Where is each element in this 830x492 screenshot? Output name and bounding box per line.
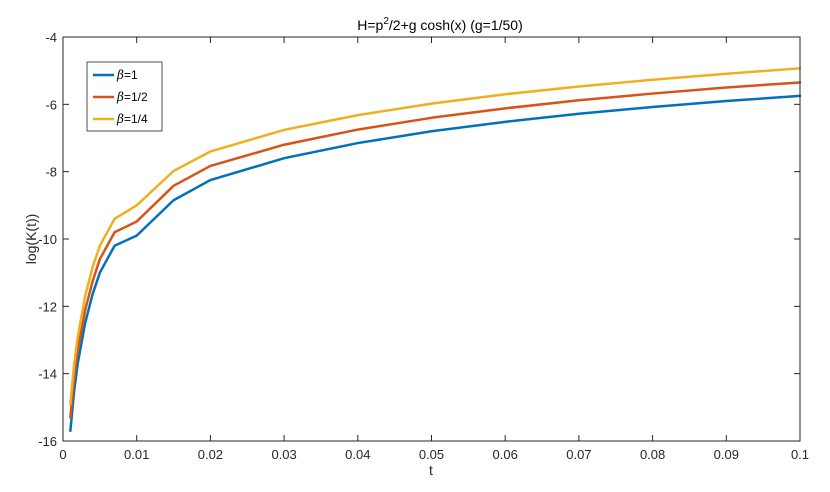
series-line-2 <box>69 81 802 419</box>
x-tick-label: 0.04 <box>345 447 370 462</box>
y-tick-label: -14 <box>38 367 57 382</box>
y-tick-label: -4 <box>45 30 57 45</box>
y-tick-label: -8 <box>45 165 57 180</box>
legend-label: β=1 <box>116 68 138 82</box>
x-tick-label: 0 <box>59 447 66 462</box>
x-tick-label: 0.08 <box>640 447 665 462</box>
x-tick-label: 0.07 <box>566 447 591 462</box>
legend-label: β=1/2 <box>116 90 148 104</box>
x-tick-label: 0.05 <box>419 447 444 462</box>
axis-ticks: 0 0.01 0.02 0.03 0.04 0.05 0.06 0.07 0.08 0.09 0.1… <box>38 30 809 462</box>
x-tick-label: 0.01 <box>124 447 149 462</box>
chart-title: H=p2/2+g cosh(x) (g=1/50) <box>357 16 523 33</box>
legend: β=1 β=1/2 β=1/4 <box>86 61 163 132</box>
y-tick-label: -16 <box>38 434 57 449</box>
y-axis-label: log(K(t)) <box>23 214 39 265</box>
x-tick-label: 0.09 <box>714 447 739 462</box>
legend-label: β=1/4 <box>116 112 148 126</box>
plot-area <box>69 67 802 433</box>
x-tick-label: 0.02 <box>198 447 223 462</box>
series-line-1 <box>69 94 802 433</box>
y-tick-label: -10 <box>38 232 57 247</box>
x-tick-label: 0.03 <box>271 447 296 462</box>
x-tick-label: 0.06 <box>493 447 518 462</box>
series-line-3 <box>69 67 802 406</box>
x-axis-label: t <box>429 462 433 478</box>
legend-entries: β=1 β=1/2 β=1/4 <box>93 68 148 126</box>
y-tick-label: -6 <box>45 97 57 112</box>
y-tick-label: -12 <box>38 299 57 314</box>
x-tick-label: 0.1 <box>791 447 809 462</box>
